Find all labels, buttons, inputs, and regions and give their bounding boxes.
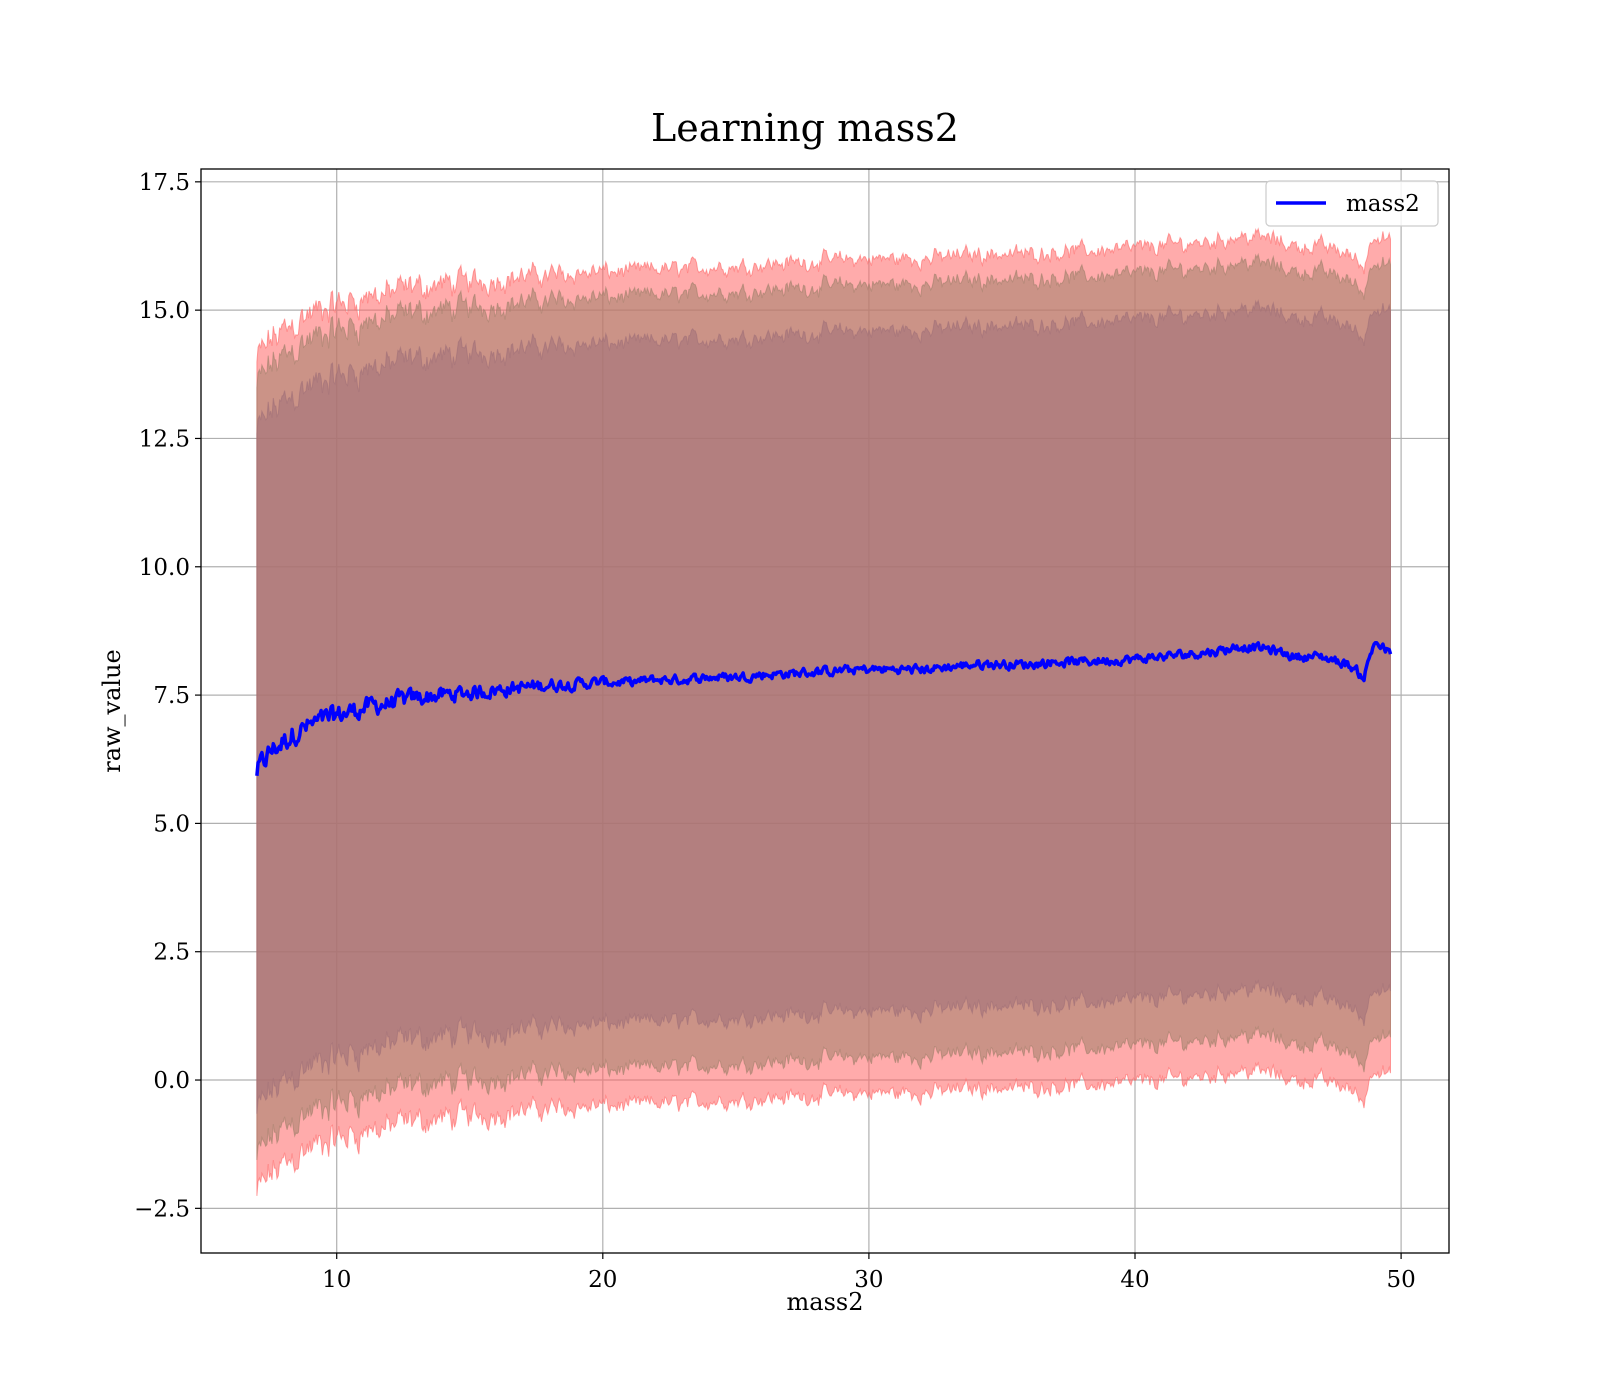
x-tick-label: 10: [322, 1267, 351, 1293]
y-tick-label: 7.5: [153, 683, 190, 709]
y-tick-label: 10.0: [139, 555, 190, 581]
legend-label: mass2: [1346, 191, 1420, 217]
x-tick-label: 20: [588, 1267, 617, 1293]
band-inner: [256, 299, 1391, 1114]
x-axis-label: mass2: [787, 1288, 864, 1316]
axis-ticks: 10 20 30 40 50 −2.5 0.0 2.5 5.0 7.5 10.0 12.5 15.0 17…: [134, 170, 1416, 1293]
y-tick-label: 0.0: [153, 1068, 190, 1094]
confidence-bands: [256, 227, 1391, 1196]
x-tick-label: 30: [854, 1267, 883, 1293]
y-tick-label: 17.5: [139, 170, 190, 196]
series-lines: [255, 640, 1393, 776]
y-tick-label: 15.0: [139, 298, 190, 324]
legend: mass2: [1265, 180, 1439, 227]
y-tick-label: −2.5: [134, 1196, 190, 1222]
x-tick-label: 40: [1120, 1267, 1149, 1293]
legend-box: [1265, 180, 1439, 227]
plot-frame: [200, 168, 1450, 1254]
series-line-mass2: [255, 640, 1393, 776]
y-axis-label: raw_value: [98, 649, 126, 773]
x-tick-label: 50: [1386, 1267, 1415, 1293]
chart-title: Learning mass2: [651, 106, 959, 150]
y-tick-label: 2.5: [153, 940, 190, 966]
y-tick-label: 5.0: [153, 811, 190, 837]
y-tick-label: 12.5: [139, 426, 190, 452]
